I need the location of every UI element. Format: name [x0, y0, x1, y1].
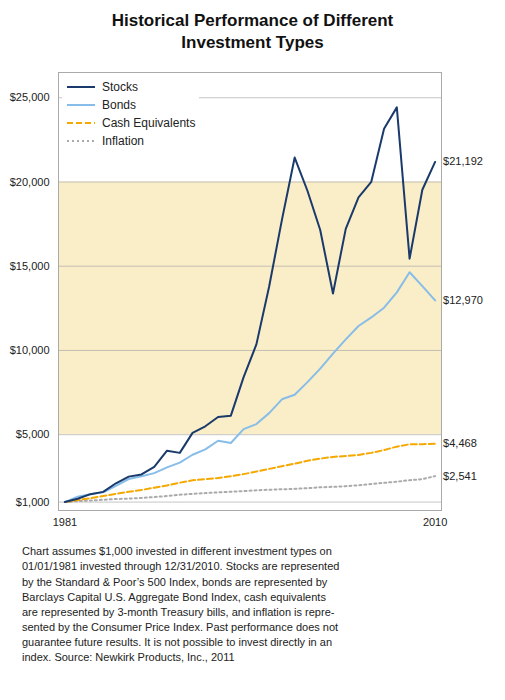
svg-text:2010: 2010: [423, 516, 447, 528]
svg-text:$1,000: $1,000: [16, 496, 50, 508]
svg-text:$12,970: $12,970: [443, 294, 483, 306]
svg-text:$25,000: $25,000: [10, 91, 50, 103]
svg-text:$15,000: $15,000: [10, 260, 50, 272]
html-text:Historical Performance of Diff: Historical Performance of Different Inve…: [111, 11, 394, 53]
html-text:Stocks: Stocks: [102, 80, 138, 95]
html-text:Cash Equivalents: Cash Equivalents: [102, 116, 196, 131]
svg-text:$21,192: $21,192: [443, 156, 483, 168]
svg-text:$2,541: $2,541: [443, 470, 477, 482]
svg-text:1981: 1981: [53, 516, 77, 528]
svg-text:$20,000: $20,000: [10, 176, 50, 188]
html-text:Chart assumes $1,000 invested: Chart assumes $1,000 invested in differe…: [22, 545, 340, 664]
html-text:Bonds: Bonds: [102, 98, 136, 113]
svg-text:$4,468: $4,468: [443, 437, 477, 449]
svg-text:$10,000: $10,000: [10, 344, 50, 356]
html-text:Inflation: Inflation: [102, 134, 144, 149]
svg-text:$5,000: $5,000: [16, 428, 50, 440]
